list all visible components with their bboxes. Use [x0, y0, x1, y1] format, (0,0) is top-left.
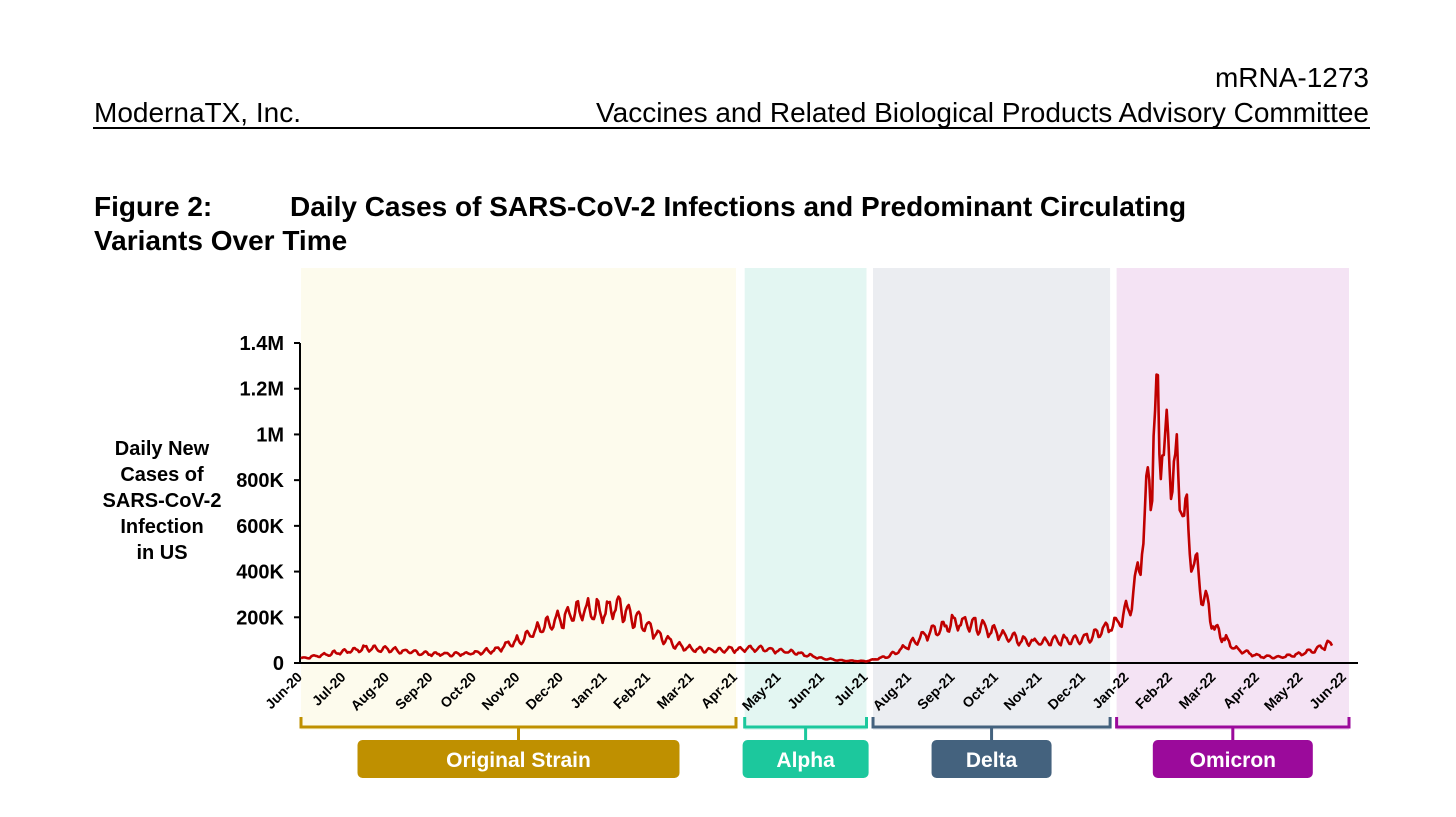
variant-label: Alpha	[776, 749, 835, 772]
figure-title: Figure 2: Daily Cases of SARS-CoV-2 Infec…	[94, 190, 1294, 258]
y-tick-label: 1M	[256, 424, 284, 446]
y-axis-title-line: Infection	[120, 516, 203, 538]
y-tick-label: 1.2M	[240, 379, 284, 401]
y-tick-label: 400K	[236, 562, 284, 584]
company-name: ModernaTX, Inc.	[94, 97, 301, 128]
variant-bracket	[299, 717, 738, 740]
product-code: mRNA-1273	[1214, 62, 1369, 93]
variant-band-3	[1116, 268, 1349, 730]
committee-name: Vaccines and Related Biological Products…	[596, 97, 1369, 128]
y-tick-label: 200K	[236, 607, 284, 629]
y-axis-title-line: SARS-CoV-2	[103, 490, 222, 512]
y-tick-label: 1.4M	[240, 333, 284, 355]
figure-number: Figure 2:	[94, 191, 213, 222]
figure-title-line1: Daily Cases of SARS-CoV-2 Infections and…	[290, 191, 1187, 222]
variant-label-box	[742, 740, 869, 778]
y-tick-label: 0	[273, 653, 284, 675]
y-axis-title: Daily New Cases of SARS-CoV-2 Infection in U…	[103, 438, 222, 564]
cases-series	[300, 373, 1334, 663]
variant-band-1	[744, 268, 867, 730]
y-tick-label: 800K	[236, 470, 284, 492]
x-tick-label: Jun-20	[262, 669, 305, 712]
header-rule	[93, 127, 1370, 129]
y-tick-label: 600K	[236, 516, 284, 538]
variant-label: Delta	[966, 749, 1018, 772]
variant-label: Original Strain	[446, 749, 591, 772]
variant-band-2	[873, 268, 1111, 730]
variant-band-0	[301, 268, 736, 730]
variant-legend: Original Strain Alpha Delta Omicron	[299, 717, 1351, 778]
variant-label-box	[357, 740, 680, 778]
variant-bracket	[743, 717, 868, 740]
y-axis-title-line: in US	[136, 542, 187, 564]
y-axis-title-line: Cases of	[120, 464, 204, 486]
axes: 0 200K 400K 600K 800K 1M 1.2M 1.4M	[236, 333, 1358, 675]
variant-label-box	[1152, 740, 1313, 778]
variant-label-box	[931, 740, 1052, 778]
variant-bracket	[871, 717, 1112, 740]
y-axis-title-line: Daily New	[115, 438, 210, 460]
variant-backgrounds	[301, 268, 1349, 730]
cases-line	[300, 373, 1334, 663]
variant-bracket	[1115, 717, 1351, 740]
figure-title-line2: Variants Over Time	[94, 225, 348, 256]
variant-label: Omicron	[1190, 749, 1276, 772]
